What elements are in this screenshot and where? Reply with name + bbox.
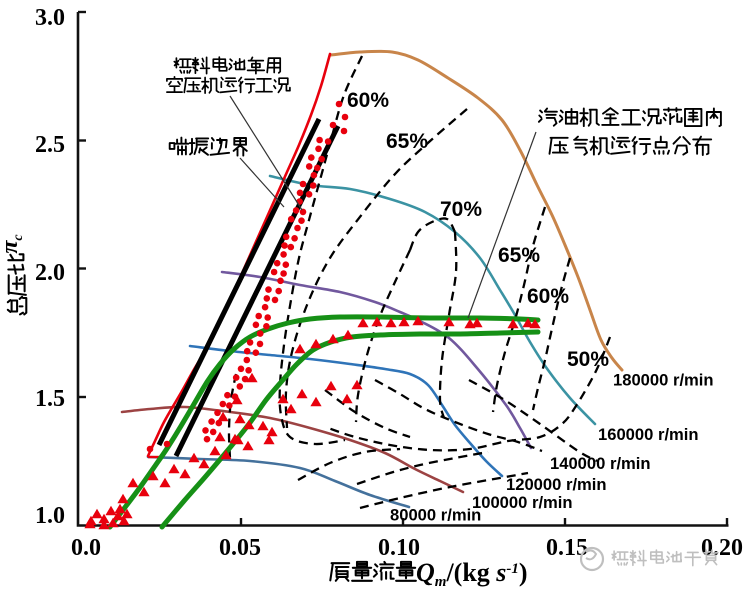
svg-text:3.0: 3.0 xyxy=(35,5,65,31)
svg-text:2.0: 2.0 xyxy=(35,260,65,286)
svg-text:Qm/(kg s-1): Qm/(kg s-1) xyxy=(416,558,528,590)
svg-text:100000 r/min: 100000 r/min xyxy=(472,493,573,512)
svg-text:140000 r/min: 140000 r/min xyxy=(550,454,651,473)
svg-text:60%: 60% xyxy=(527,285,569,308)
svg-text:0.20: 0.20 xyxy=(701,535,743,561)
svg-text:120000 r/min: 120000 r/min xyxy=(506,475,607,494)
svg-text:60%: 60% xyxy=(347,89,389,112)
svg-text:2.5: 2.5 xyxy=(35,132,65,158)
svg-text:0.10: 0.10 xyxy=(378,535,420,561)
svg-text:160000 r/min: 160000 r/min xyxy=(598,425,699,444)
svg-text:180000 r/min: 180000 r/min xyxy=(613,371,714,390)
svg-text:65%: 65% xyxy=(498,244,540,267)
svg-text:1.0: 1.0 xyxy=(35,503,65,529)
svg-text:70%: 70% xyxy=(440,198,482,221)
svg-text:0.05: 0.05 xyxy=(219,535,261,561)
svg-text:πc: πc xyxy=(0,234,26,254)
svg-text:65%: 65% xyxy=(386,130,428,153)
svg-text:80000 r/min: 80000 r/min xyxy=(390,506,481,525)
svg-text:1.5: 1.5 xyxy=(35,386,65,412)
svg-text:0.0: 0.0 xyxy=(71,535,101,561)
svg-text:50%: 50% xyxy=(567,348,609,371)
